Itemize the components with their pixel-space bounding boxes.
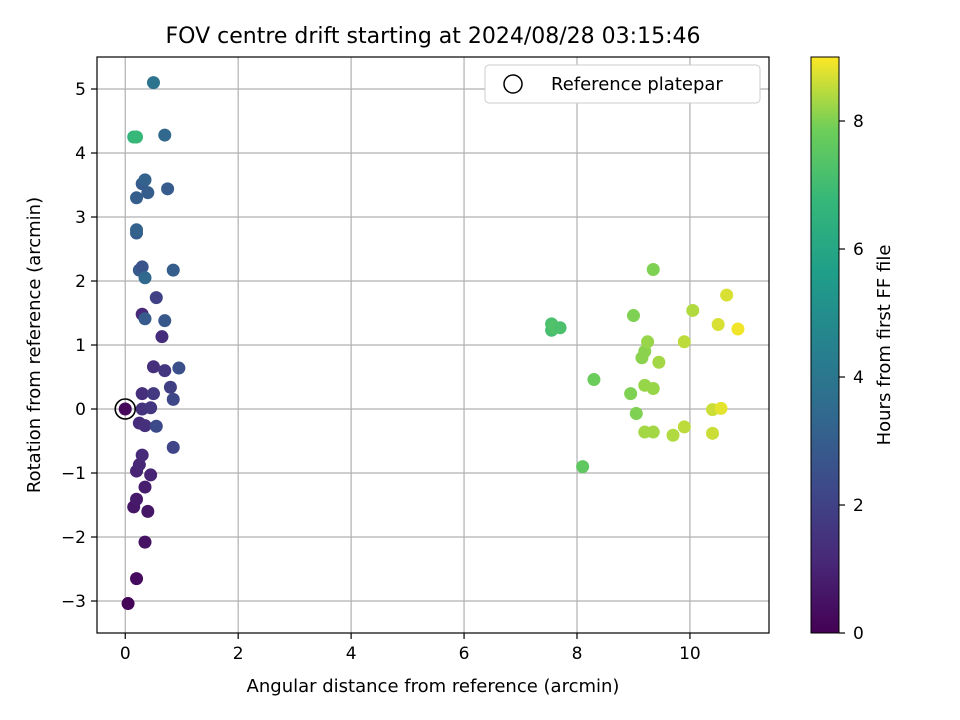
data-point	[720, 288, 734, 302]
y-tick-label: 1	[75, 336, 86, 356]
x-tick-label: 6	[459, 644, 470, 664]
data-point	[130, 130, 144, 144]
x-tick-label: 8	[572, 644, 583, 664]
data-point	[138, 480, 152, 494]
x-axis: 0 2 4 6 8 10	[120, 633, 701, 664]
x-tick-label: 0	[120, 644, 131, 664]
y-tick-label: −3	[61, 592, 86, 612]
data-point	[646, 262, 660, 276]
data-point	[121, 597, 135, 611]
data-point	[161, 182, 175, 196]
data-point	[149, 419, 163, 433]
y-tick-label: −1	[61, 464, 86, 484]
data-point	[141, 186, 155, 200]
colorbar: 0 2 4 6 8 Hours from first FF file	[810, 56, 895, 644]
data-point	[158, 314, 172, 328]
x-tick-label: 10	[679, 644, 701, 664]
data-point	[130, 191, 144, 205]
data-point	[553, 321, 567, 335]
data-point	[163, 380, 177, 394]
data-point	[144, 401, 158, 415]
colorbar-tick-label: 2	[853, 496, 864, 516]
data-point	[138, 271, 152, 285]
data-point	[166, 263, 180, 277]
x-axis-label: Angular distance from reference (arcmin)	[247, 676, 620, 697]
data-point	[146, 360, 160, 374]
data-point	[629, 406, 643, 420]
data-point	[686, 303, 700, 317]
colorbar-ticks: 0 2 4 6 8	[839, 112, 864, 644]
data-point	[149, 291, 163, 305]
scatter-points	[118, 76, 745, 611]
legend-box	[484, 64, 761, 104]
data-point	[135, 448, 149, 462]
grid	[97, 57, 769, 633]
data-point	[138, 419, 152, 433]
y-axis-label: Rotation from reference (arcmin)	[24, 197, 45, 493]
y-tick-label: −2	[61, 528, 86, 548]
data-point	[626, 309, 640, 323]
data-point	[138, 173, 152, 187]
data-point	[146, 387, 160, 401]
data-point	[130, 572, 144, 586]
x-tick-label: 2	[233, 644, 244, 664]
data-point	[652, 355, 666, 369]
legend: Reference platepar	[484, 64, 761, 104]
data-point	[144, 468, 158, 482]
data-point	[130, 492, 144, 506]
data-point	[576, 460, 590, 474]
data-point	[706, 426, 720, 440]
legend-reference-symbol	[503, 74, 523, 94]
data-point	[158, 364, 172, 378]
x-tick-label: 4	[346, 644, 357, 664]
colorbar-tick-label: 0	[853, 624, 864, 644]
colorbar-label: Hours from first FF file	[874, 245, 895, 446]
reference-marker	[114, 398, 137, 420]
data-point	[130, 223, 144, 237]
data-point	[138, 312, 152, 326]
data-point	[677, 420, 691, 434]
data-point	[641, 335, 655, 349]
data-point	[146, 76, 160, 90]
data-point	[731, 322, 745, 336]
data-point	[155, 330, 169, 344]
data-point	[714, 401, 728, 415]
data-point	[135, 387, 149, 401]
colorbar-tick-label: 6	[853, 240, 864, 260]
data-point	[141, 504, 155, 518]
data-point	[172, 361, 186, 375]
legend-entry: Reference platepar	[551, 74, 723, 95]
data-point	[118, 402, 132, 416]
data-point	[166, 392, 180, 406]
data-point	[711, 318, 725, 332]
y-tick-label: 2	[75, 272, 86, 292]
data-point	[677, 335, 691, 349]
y-tick-label: 4	[75, 144, 86, 164]
data-point	[135, 260, 149, 274]
data-point	[158, 128, 172, 142]
colorbar-gradient	[810, 56, 840, 634]
y-tick-label: 3	[75, 208, 86, 228]
reference-platepar-marker	[114, 398, 137, 420]
data-point	[166, 440, 180, 454]
data-point	[646, 425, 660, 439]
y-tick-label: 5	[75, 80, 86, 100]
y-axis: −3 −2 −1 0 1 2 3 4 5	[61, 80, 97, 612]
data-point	[646, 382, 660, 396]
y-tick-label: 0	[75, 400, 86, 420]
data-point	[587, 373, 601, 387]
data-point	[666, 428, 680, 442]
chart-title: FOV centre drift starting at 2024/08/28 …	[166, 24, 701, 49]
colorbar-tick-label: 8	[853, 112, 864, 132]
data-point	[138, 535, 152, 549]
colorbar-tick-label: 4	[853, 368, 864, 388]
data-point	[624, 387, 638, 401]
